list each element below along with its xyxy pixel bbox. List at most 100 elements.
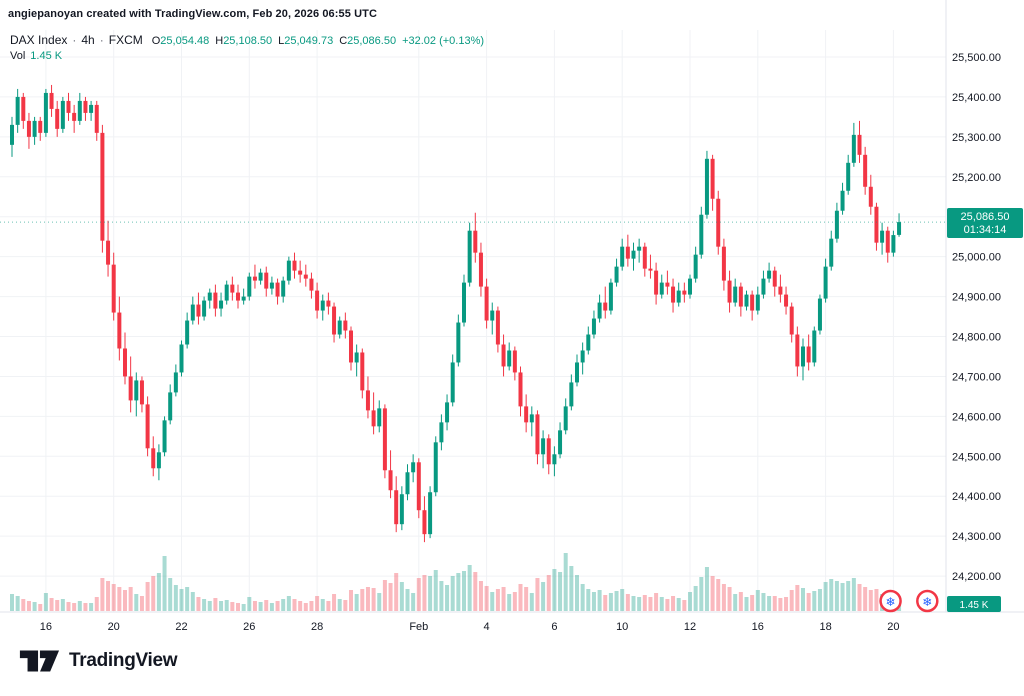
candle-body [541, 438, 546, 455]
volume-bar [128, 587, 133, 611]
volume-bar [139, 596, 144, 611]
volume-bar [767, 596, 772, 611]
candle-body [247, 276, 252, 297]
volume-bar [365, 587, 370, 611]
candle-body [665, 282, 670, 287]
tradingview-logo[interactable]: TradingView [18, 648, 178, 674]
volume-bar [428, 576, 433, 611]
volume-bar [236, 603, 240, 611]
volume-bar [541, 582, 546, 611]
volume-bar [145, 582, 150, 611]
candle-body [388, 470, 393, 491]
candle-body [512, 350, 517, 373]
volume-bar [490, 592, 495, 611]
candle-body [236, 292, 240, 301]
candle-body [382, 408, 387, 471]
volume-bar [439, 581, 444, 611]
snowflake-sticker-icon[interactable] [879, 589, 902, 613]
ohlc-values: O25,054.48 H25,108.50 L25,049.73 C25,086… [152, 35, 484, 47]
low-value: L25,049.73 [278, 35, 334, 47]
price-axis-label: 24,900.00 [952, 292, 1001, 304]
time-axis-label: 20 [108, 621, 120, 633]
candle-body [688, 278, 692, 295]
volume-bar [829, 579, 834, 611]
candle-body [631, 250, 636, 259]
price-axis-label: 25,000.00 [952, 252, 1001, 264]
time-axis-label: 20 [887, 621, 899, 633]
volume-legend: Vol 1.45 K [10, 50, 62, 62]
volume-bar [682, 600, 687, 611]
candle-body [72, 112, 77, 121]
volume-bar [264, 600, 269, 611]
candle-body [405, 472, 410, 495]
volume-bar [60, 599, 65, 611]
volume-bar [388, 583, 393, 611]
candle-body [26, 120, 31, 137]
exchange-label[interactable]: FXCM [108, 33, 143, 47]
change-value: +32.02 (+0.13%) [402, 35, 485, 47]
volume-bar [851, 578, 856, 611]
volume-bar [772, 596, 777, 611]
candle-body [614, 266, 619, 283]
candle-body [286, 260, 291, 281]
candle-body [326, 300, 331, 307]
interval-label[interactable]: 4h [81, 33, 95, 47]
bar-countdown: 01:34:14 [964, 224, 1007, 236]
candle-body [77, 100, 82, 121]
volume-bar [43, 593, 48, 611]
candle-body [467, 230, 472, 283]
price-axis-label: 24,600.00 [952, 411, 1001, 423]
volume-bar [382, 580, 387, 611]
volume-bar [518, 584, 523, 611]
volume-bar [26, 601, 31, 611]
candle-body [365, 390, 370, 411]
volume-bar [230, 602, 235, 611]
candle-body [755, 294, 760, 311]
candle-body [196, 304, 201, 317]
attribution-text: angiepanoyan created with TradingView.co… [8, 8, 378, 20]
candle-body [524, 406, 529, 423]
candle-body [224, 284, 229, 301]
volume-badge-value: 1.45 K [960, 600, 989, 611]
candle-body [450, 362, 455, 403]
candle-body [490, 310, 495, 321]
candle-body [49, 92, 54, 109]
candle-body [292, 260, 297, 271]
volume-bar [846, 581, 851, 611]
volume-bar [286, 596, 291, 611]
volume-bar [405, 589, 410, 611]
time-axis-label: 12 [684, 621, 696, 633]
volume-bar [38, 604, 43, 611]
legend-separator: · [99, 33, 104, 47]
candle-body [168, 392, 173, 421]
volume-bar [603, 595, 608, 611]
time-axis-label: 16 [40, 621, 52, 633]
high-value: H25,108.50 [215, 35, 273, 47]
chart-legend: DAX Index · 4h · FXCM O25,054.48 H25,108… [10, 33, 484, 47]
volume-bar [55, 600, 60, 611]
symbol-name[interactable]: DAX Index [10, 33, 68, 47]
volume-bar [247, 597, 252, 611]
volume-badge [947, 596, 1001, 612]
snowflake-sticker-icon[interactable] [916, 589, 939, 613]
volume-bar [123, 590, 127, 611]
candle-body [349, 330, 353, 363]
candle-body [880, 230, 885, 243]
candle-body [422, 510, 427, 535]
volume-bar [512, 592, 517, 611]
candle-body [179, 344, 184, 373]
volume-bar [241, 604, 246, 611]
volume-bar [744, 597, 749, 611]
volume-bar [874, 589, 879, 611]
volume-bar [473, 572, 478, 611]
volume-bar [83, 603, 88, 611]
volume-bar [303, 603, 308, 611]
volume-bar [100, 578, 105, 611]
volume-bar [580, 584, 585, 611]
volume-bar [569, 566, 574, 611]
candle-body [784, 294, 789, 307]
candle-body [704, 158, 709, 215]
open-value: O25,054.48 [151, 35, 210, 47]
price-axis-label: 25,500.00 [952, 52, 1001, 64]
